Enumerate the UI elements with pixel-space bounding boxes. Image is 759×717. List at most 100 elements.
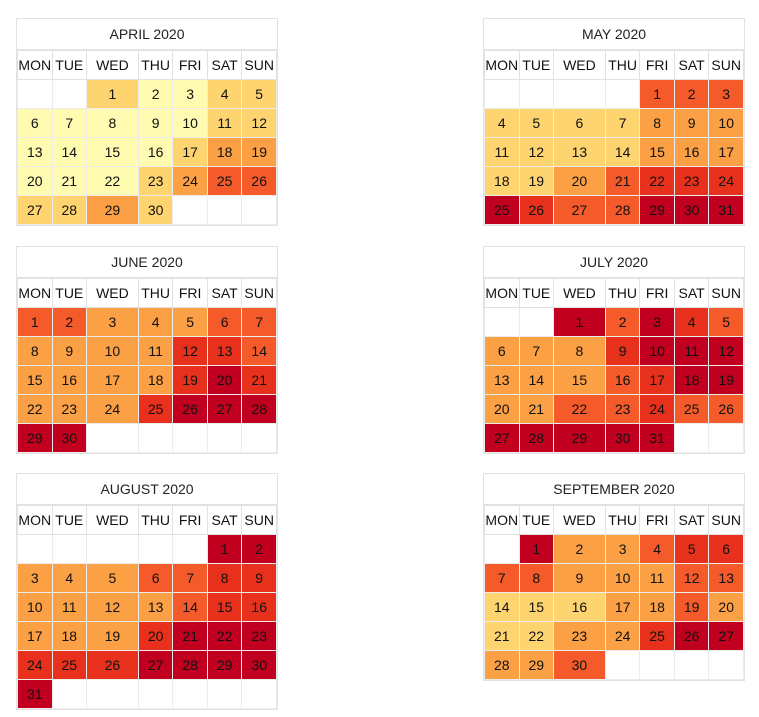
day-cell[interactable]: 25 [673, 394, 710, 424]
day-cell[interactable]: 3 [639, 307, 675, 337]
day-cell[interactable]: 6 [484, 336, 520, 366]
day-cell[interactable]: 1 [206, 534, 243, 564]
day-cell[interactable]: 14 [241, 336, 277, 366]
day-cell[interactable]: 17 [172, 137, 208, 167]
day-cell[interactable]: 29 [639, 195, 675, 225]
day-cell[interactable]: 24 [639, 394, 675, 424]
day-cell[interactable]: 28 [604, 195, 641, 225]
day-cell[interactable]: 16 [51, 365, 88, 395]
day-cell[interactable]: 9 [673, 108, 710, 138]
day-cell[interactable]: 11 [484, 137, 520, 167]
day-cell[interactable]: 30 [673, 195, 710, 225]
day-cell[interactable]: 16 [137, 137, 174, 167]
day-cell[interactable]: 11 [137, 336, 174, 366]
day-cell[interactable]: 19 [673, 592, 710, 622]
day-cell[interactable]: 28 [51, 195, 88, 225]
day-cell[interactable]: 5 [241, 79, 277, 109]
day-cell[interactable]: 28 [518, 423, 555, 453]
day-cell[interactable]: 20 [708, 592, 744, 622]
day-cell[interactable]: 12 [708, 336, 744, 366]
day-cell[interactable]: 6 [708, 534, 744, 564]
day-cell[interactable]: 4 [673, 307, 710, 337]
day-cell[interactable]: 5 [673, 534, 710, 564]
day-cell[interactable]: 22 [86, 166, 139, 196]
day-cell[interactable]: 30 [241, 650, 277, 680]
day-cell[interactable]: 21 [241, 365, 277, 395]
day-cell[interactable]: 7 [518, 336, 555, 366]
day-cell[interactable]: 13 [206, 336, 243, 366]
day-cell[interactable]: 9 [604, 336, 641, 366]
day-cell[interactable]: 4 [51, 563, 88, 593]
day-cell[interactable]: 29 [553, 423, 606, 453]
day-cell[interactable]: 4 [206, 79, 243, 109]
day-cell[interactable]: 13 [17, 137, 53, 167]
day-cell[interactable]: 15 [17, 365, 53, 395]
day-cell[interactable]: 19 [86, 621, 139, 651]
day-cell[interactable]: 8 [639, 108, 675, 138]
day-cell[interactable]: 8 [518, 563, 555, 593]
day-cell[interactable]: 7 [484, 563, 520, 593]
day-cell[interactable]: 7 [241, 307, 277, 337]
day-cell[interactable]: 20 [484, 394, 520, 424]
day-cell[interactable]: 26 [172, 394, 208, 424]
day-cell[interactable]: 11 [51, 592, 88, 622]
day-cell[interactable]: 8 [86, 108, 139, 138]
day-cell[interactable]: 26 [86, 650, 139, 680]
day-cell[interactable]: 22 [518, 621, 555, 651]
day-cell[interactable]: 22 [17, 394, 53, 424]
day-cell[interactable]: 17 [639, 365, 675, 395]
day-cell[interactable]: 23 [604, 394, 641, 424]
day-cell[interactable]: 10 [639, 336, 675, 366]
day-cell[interactable]: 21 [51, 166, 88, 196]
day-cell[interactable]: 6 [137, 563, 174, 593]
day-cell[interactable]: 15 [518, 592, 555, 622]
day-cell[interactable]: 5 [86, 563, 139, 593]
day-cell[interactable]: 23 [673, 166, 710, 196]
day-cell[interactable]: 20 [137, 621, 174, 651]
day-cell[interactable]: 10 [604, 563, 641, 593]
day-cell[interactable]: 19 [241, 137, 277, 167]
day-cell[interactable]: 26 [673, 621, 710, 651]
day-cell[interactable]: 25 [639, 621, 675, 651]
day-cell[interactable]: 4 [137, 307, 174, 337]
day-cell[interactable]: 26 [708, 394, 744, 424]
day-cell[interactable]: 11 [673, 336, 710, 366]
day-cell[interactable]: 9 [553, 563, 606, 593]
day-cell[interactable]: 1 [639, 79, 675, 109]
day-cell[interactable]: 27 [553, 195, 606, 225]
day-cell[interactable]: 22 [553, 394, 606, 424]
day-cell[interactable]: 19 [708, 365, 744, 395]
day-cell[interactable]: 1 [86, 79, 139, 109]
day-cell[interactable]: 21 [518, 394, 555, 424]
day-cell[interactable]: 9 [51, 336, 88, 366]
day-cell[interactable]: 2 [673, 79, 710, 109]
day-cell[interactable]: 26 [241, 166, 277, 196]
day-cell[interactable]: 16 [673, 137, 710, 167]
day-cell[interactable]: 10 [172, 108, 208, 138]
day-cell[interactable]: 25 [206, 166, 243, 196]
day-cell[interactable]: 2 [51, 307, 88, 337]
day-cell[interactable]: 15 [553, 365, 606, 395]
day-cell[interactable]: 22 [639, 166, 675, 196]
day-cell[interactable]: 8 [553, 336, 606, 366]
day-cell[interactable]: 30 [604, 423, 641, 453]
day-cell[interactable]: 31 [17, 679, 53, 709]
day-cell[interactable]: 25 [484, 195, 520, 225]
day-cell[interactable]: 10 [86, 336, 139, 366]
day-cell[interactable]: 20 [206, 365, 243, 395]
day-cell[interactable]: 29 [86, 195, 139, 225]
day-cell[interactable]: 18 [673, 365, 710, 395]
day-cell[interactable]: 9 [241, 563, 277, 593]
day-cell[interactable]: 27 [17, 195, 53, 225]
day-cell[interactable]: 3 [708, 79, 744, 109]
day-cell[interactable]: 24 [708, 166, 744, 196]
day-cell[interactable]: 13 [137, 592, 174, 622]
day-cell[interactable]: 14 [172, 592, 208, 622]
day-cell[interactable]: 23 [51, 394, 88, 424]
day-cell[interactable]: 14 [518, 365, 555, 395]
day-cell[interactable]: 16 [553, 592, 606, 622]
day-cell[interactable]: 16 [241, 592, 277, 622]
day-cell[interactable]: 2 [137, 79, 174, 109]
day-cell[interactable]: 7 [604, 108, 641, 138]
day-cell[interactable]: 8 [206, 563, 243, 593]
